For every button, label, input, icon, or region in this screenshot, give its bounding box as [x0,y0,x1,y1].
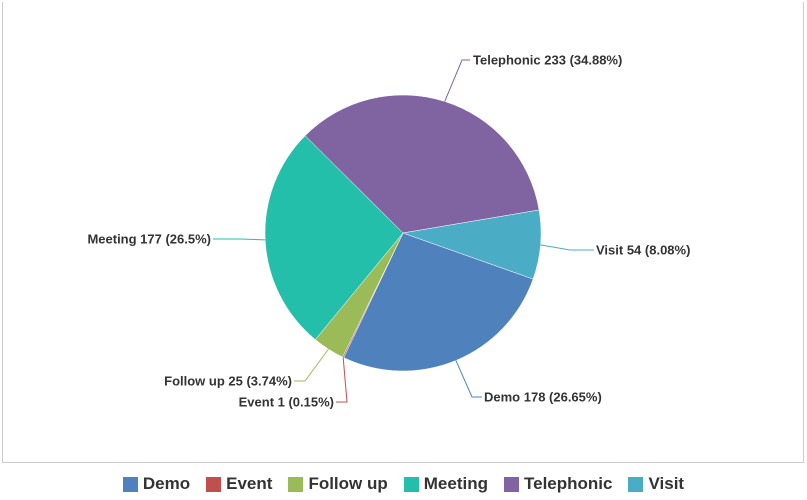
data-label: Follow up 25 (3.74%) [164,374,292,389]
legend-label: Demo [142,474,191,493]
data-label: Telephonic 233 (34.88%) [473,53,622,68]
leader-line [213,238,266,241]
leader-line [444,59,470,102]
legend-swatch [628,476,644,492]
legend-item[interactable]: Visit [628,474,684,494]
leader-line [540,244,594,251]
pie-slice-telephonic[interactable] [304,94,540,234]
legend-label: Event [226,474,273,493]
leader-line [455,360,482,398]
legend-item[interactable]: Telephonic [504,474,612,494]
legend-item[interactable]: Follow up [288,474,388,494]
leader-line [294,348,329,382]
data-label: Visit 54 (8.08%) [596,243,690,258]
legend-label: Meeting [423,474,488,493]
leader-line [336,357,348,403]
legend-label: Telephonic [524,474,613,493]
legend-swatch [403,476,419,492]
legend: Demo Event Follow up Meeting Telephonic Visit [0,474,807,494]
legend-item[interactable]: Demo [122,474,191,494]
chart-frame [2,2,804,463]
legend-swatch [122,476,138,492]
data-label: Demo 178 (26.65%) [484,390,602,405]
legend-item[interactable]: Meeting [403,474,488,494]
legend-label: Visit [648,474,685,493]
legend-item[interactable]: Event [206,474,272,494]
legend-swatch [504,476,519,492]
data-label: Meeting 177 (26.5%) [87,232,211,247]
pie-chart: Demo 178 (26.65%) Event 1 (0.15%) Follow u… [87,53,690,410]
legend-label: Follow up [308,474,388,493]
legend-swatch [288,476,304,492]
data-label: Event 1 (0.15%) [239,395,334,410]
legend-swatch [206,476,222,492]
